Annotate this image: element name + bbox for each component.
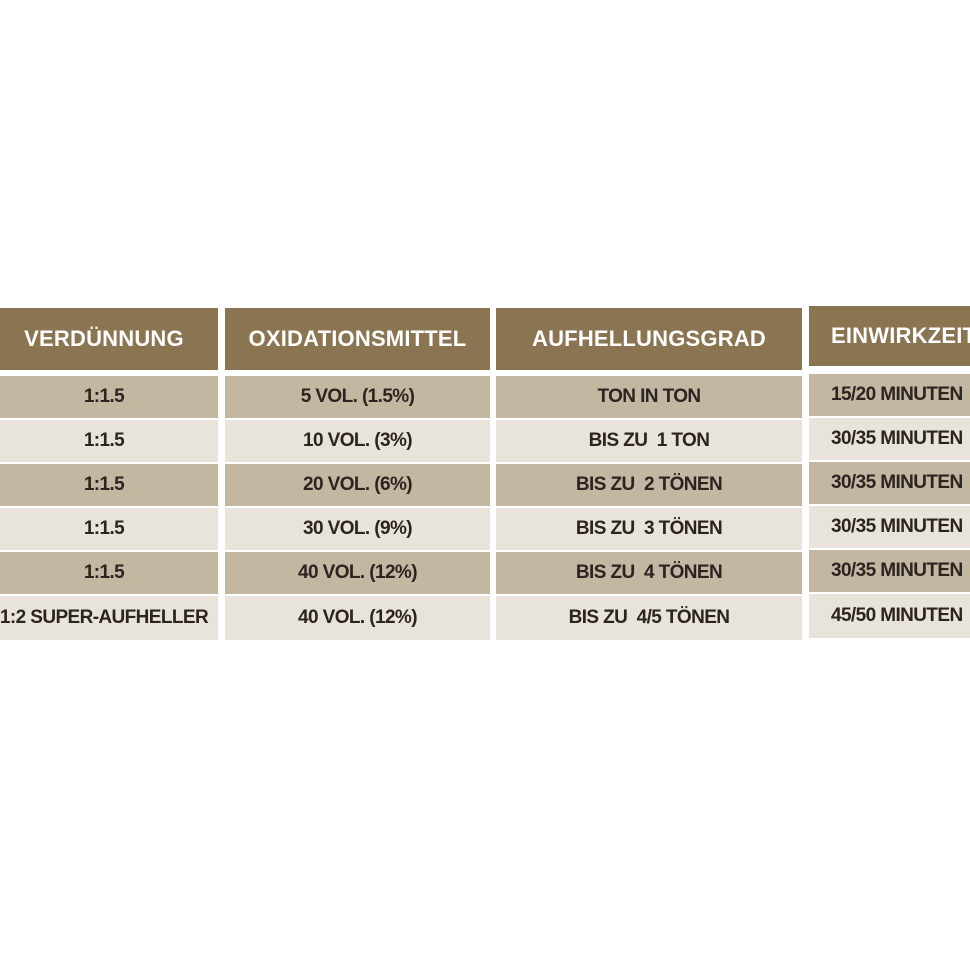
table-cell: 1:1.5 — [0, 420, 218, 462]
table-cell: 30/35 MINUTEN — [809, 506, 970, 548]
table-cell: BIS ZU 3 TÖNEN — [496, 508, 802, 550]
table-cell: 1:1.5 — [0, 376, 218, 418]
table-cell: TON IN TON — [496, 376, 802, 418]
table-cell: 20 VOL. (6%) — [225, 464, 490, 506]
table-cell: 1:2 SUPER-AUFHELLER — [0, 596, 218, 640]
header-cell: EINWIRKZEIT — [809, 306, 970, 366]
header-cell: VERDÜNNUNG — [0, 308, 218, 370]
table-cell: 30/35 MINUTEN — [809, 462, 970, 504]
table-cell: BIS ZU 4/5 TÖNEN — [496, 596, 802, 640]
table-cell: BIS ZU 1 TON — [496, 420, 802, 462]
table-cell: 30/35 MINUTEN — [809, 418, 970, 460]
table-cell: BIS ZU 4 TÖNEN — [496, 552, 802, 594]
table-cell: 1:1.5 — [0, 552, 218, 594]
table-cell: 45/50 MINUTEN — [809, 594, 970, 638]
table-cell: 15/20 MINUTEN — [809, 374, 970, 416]
table-cell: 1:1.5 — [0, 508, 218, 550]
table-cell: 30/35 MINUTEN — [809, 550, 970, 592]
table-cell: BIS ZU 2 TÖNEN — [496, 464, 802, 506]
header-cell: OXIDATIONSMITTEL — [225, 308, 490, 370]
table-cell: 1:1.5 — [0, 464, 218, 506]
table-cell: 30 VOL. (9%) — [225, 508, 490, 550]
table-cell: 10 VOL. (3%) — [225, 420, 490, 462]
header-cell: AUFHELLUNGSGRAD — [496, 308, 802, 370]
table-cell: 40 VOL. (12%) — [225, 596, 490, 640]
table-cell: 40 VOL. (12%) — [225, 552, 490, 594]
table-cell: 5 VOL. (1.5%) — [225, 376, 490, 418]
